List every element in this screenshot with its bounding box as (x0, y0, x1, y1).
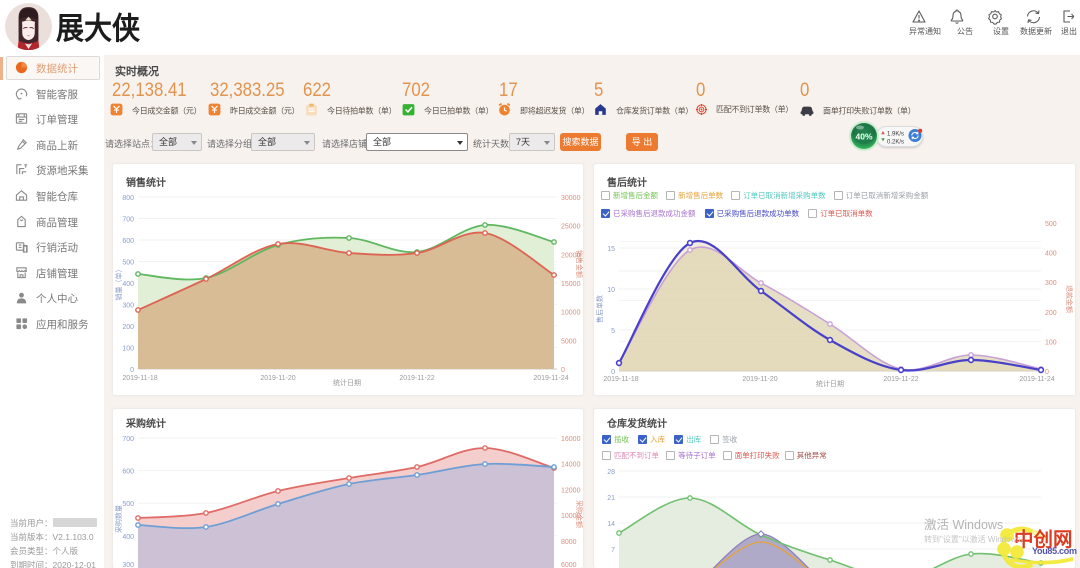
svg-text:统计日期: 统计日期 (333, 378, 361, 387)
svg-text:300: 300 (1045, 280, 1057, 287)
svg-text:2019-11-22: 2019-11-22 (883, 376, 918, 383)
svg-text:500: 500 (122, 501, 134, 508)
svg-text:600: 600 (122, 238, 134, 245)
svg-text:0: 0 (561, 367, 565, 374)
svg-text:售后单数: 售后单数 (595, 295, 604, 323)
svg-text:0: 0 (1045, 369, 1049, 376)
svg-text:400: 400 (122, 534, 134, 541)
svg-text:12000: 12000 (561, 487, 581, 494)
svg-text:400: 400 (122, 281, 134, 288)
svg-text:10000: 10000 (561, 513, 581, 520)
svg-text:14: 14 (607, 521, 615, 528)
svg-text:700: 700 (122, 436, 134, 443)
svg-text:500: 500 (1045, 221, 1057, 228)
svg-text:15000: 15000 (561, 281, 581, 288)
svg-text:400: 400 (1045, 251, 1057, 258)
svg-text:2019-11-18: 2019-11-18 (122, 375, 157, 382)
svg-text:500: 500 (122, 260, 134, 267)
svg-text:300: 300 (122, 562, 134, 568)
svg-text:20000: 20000 (561, 252, 581, 259)
svg-text:100: 100 (1045, 339, 1057, 346)
svg-text:0: 0 (130, 367, 134, 374)
svg-text:14000: 14000 (561, 462, 581, 469)
svg-text:15: 15 (607, 246, 615, 253)
svg-text:采购数量: 采购数量 (114, 505, 123, 533)
svg-text:10000: 10000 (561, 310, 581, 317)
svg-text:统计日期: 统计日期 (816, 379, 844, 388)
svg-text:0: 0 (611, 369, 615, 376)
svg-text:2019-11-18: 2019-11-18 (603, 376, 638, 383)
svg-text:8000: 8000 (561, 539, 577, 546)
svg-text:采购金额: 采购金额 (575, 500, 583, 528)
svg-text:2019-11-20: 2019-11-20 (742, 376, 777, 383)
svg-text:0.2K/s: 0.2K/s (887, 140, 904, 146)
svg-text:2019-11-24: 2019-11-24 (533, 375, 568, 382)
svg-text:700: 700 (122, 217, 134, 224)
svg-text:40%: 40% (855, 132, 872, 142)
svg-text:7: 7 (611, 547, 615, 554)
svg-text:1.9K/s: 1.9K/s (887, 132, 904, 138)
svg-text:退款金额: 退款金额 (1065, 285, 1074, 313)
svg-text:销售金额: 销售金额 (575, 250, 583, 278)
svg-text:200: 200 (1045, 310, 1057, 317)
svg-text:30000: 30000 (561, 195, 581, 202)
svg-text:2019-11-22: 2019-11-22 (399, 375, 434, 382)
svg-text:5: 5 (611, 328, 615, 335)
svg-text:300: 300 (122, 303, 134, 310)
svg-text:100: 100 (122, 346, 134, 353)
svg-text:200: 200 (122, 324, 134, 331)
svg-text:10: 10 (607, 287, 615, 294)
svg-text:2019-11-24: 2019-11-24 (1019, 376, 1054, 383)
svg-text:6000: 6000 (561, 562, 577, 568)
svg-text:28: 28 (607, 469, 615, 476)
svg-text:2019-11-20: 2019-11-20 (260, 375, 295, 382)
svg-text:600: 600 (122, 469, 134, 476)
svg-text:销量（单）: 销量（单） (114, 266, 123, 301)
svg-text:25000: 25000 (561, 224, 581, 231)
svg-text:5000: 5000 (561, 338, 577, 345)
svg-text:16000: 16000 (561, 436, 581, 443)
svg-text:21: 21 (607, 495, 615, 502)
svg-text:800: 800 (122, 195, 134, 202)
